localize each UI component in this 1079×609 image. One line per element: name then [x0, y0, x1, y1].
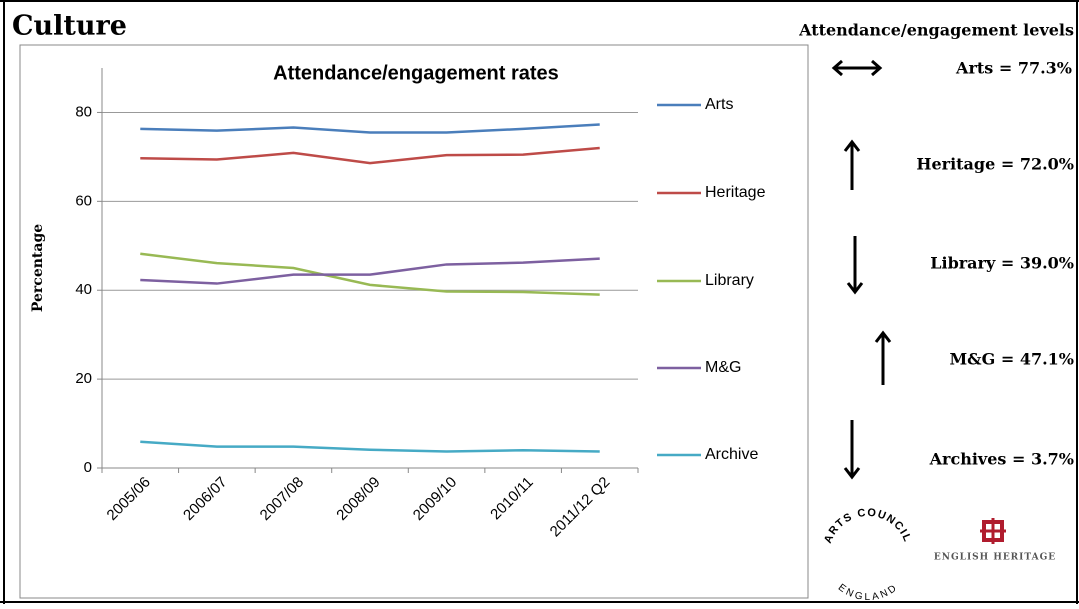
side-item: Archives = 3.7% [929, 450, 1074, 469]
legend-label: Arts [705, 96, 733, 113]
y-tick-label: 60 [75, 192, 92, 209]
header: Culture [12, 11, 127, 42]
series-line [140, 252, 600, 296]
series-line [140, 440, 600, 453]
legend-label: Library [705, 272, 754, 289]
side-item: Arts = 77.3% [955, 59, 1072, 78]
chart-frame [19, 44, 809, 599]
y-axis-label: Percentage [30, 224, 46, 312]
arrows [831, 59, 892, 480]
legend-label: Archive [705, 446, 758, 463]
y-tick-label: 20 [75, 370, 92, 387]
series-line [140, 123, 600, 134]
y-tick-label: 40 [75, 281, 92, 298]
y-tick-label: 80 [75, 103, 92, 120]
series-line [140, 146, 600, 165]
side-item: Heritage = 72.0% [916, 155, 1074, 174]
side-item: M&G = 47.1% [949, 350, 1074, 369]
legend-label: Heritage [705, 184, 766, 201]
y-tick-label: 0 [84, 459, 92, 476]
series-line [140, 257, 600, 285]
legend-label: M&G [705, 359, 741, 376]
side-item: Library = 39.0% [930, 254, 1074, 273]
logo-text: ENGLISH HERITAGE [934, 553, 1056, 563]
english-heritage-logo: ENGLISH HERITAGE [934, 518, 1056, 563]
chart-title: Attendance/engagement rates [273, 62, 559, 84]
side-title: Attendance/engagement levels [798, 21, 1074, 40]
